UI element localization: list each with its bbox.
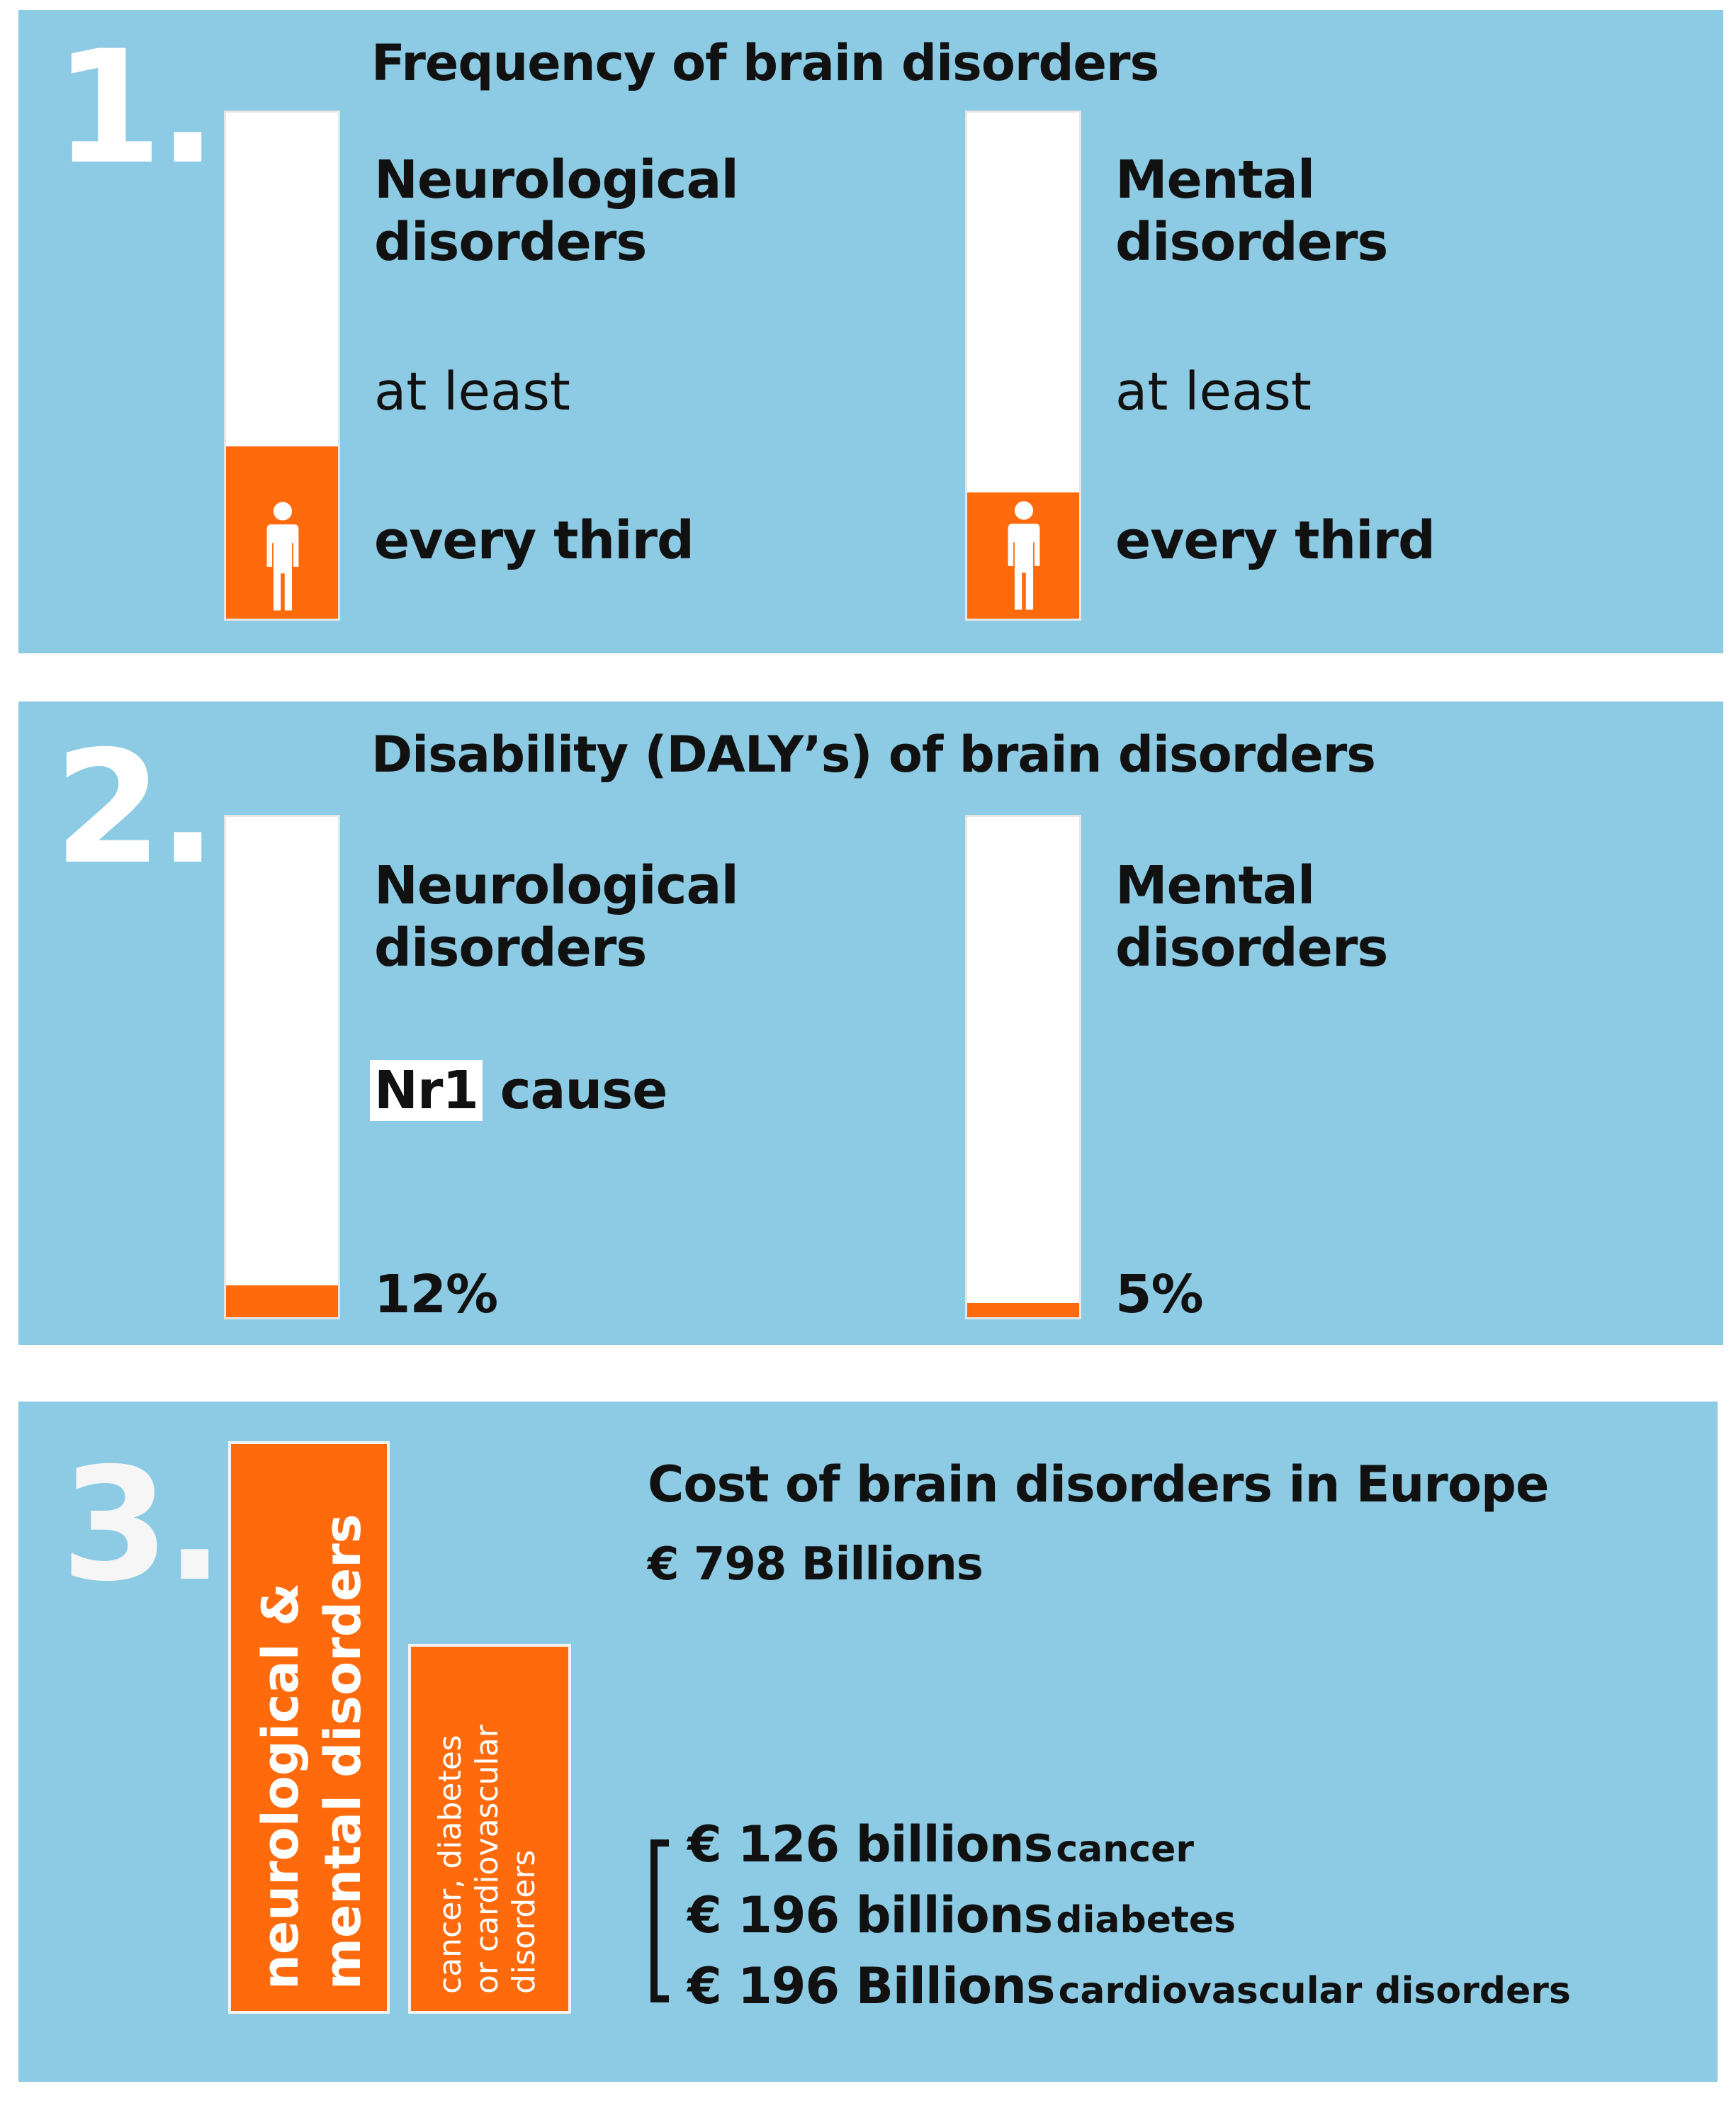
cost-label: diabetes bbox=[1056, 1899, 1236, 1941]
neurological-frequency-value: every third bbox=[374, 510, 694, 571]
neurological-daly-value: 12% bbox=[374, 1264, 498, 1325]
cost-title: Cost of brain disorders in Europe bbox=[648, 1455, 1550, 1514]
section-disability: 2. Disability (DALY’s) of brain disorder… bbox=[18, 701, 1723, 1345]
brain-disorders-cost-bar: neurological & mental disorders bbox=[231, 1444, 387, 2011]
mental-heading-line1: Mental bbox=[1115, 855, 1315, 916]
neurological-frequency-bar bbox=[224, 111, 340, 621]
nr1-suffix: cause bbox=[500, 1060, 668, 1121]
other-disorders-cost-bar: cancer, diabetes or cardiovascular disor… bbox=[411, 1647, 568, 2011]
mental-daly-fill bbox=[967, 1302, 1079, 1317]
mental-frequency-value: every third bbox=[1115, 510, 1436, 571]
brain-disorders-bar-label-line2: mental disorders bbox=[314, 1514, 372, 1990]
neurological-heading-line2: disorders bbox=[374, 212, 647, 273]
neurological-heading-line1: Neurological bbox=[374, 150, 739, 210]
nr1-badge: Nr1 bbox=[370, 1060, 483, 1121]
cost-line-cardiovascular: € 196 Billions cardiovascular disorders bbox=[687, 1961, 1571, 2011]
mental-heading-line2: disorders bbox=[1115, 918, 1388, 979]
cost-label: cancer bbox=[1056, 1828, 1195, 1871]
section-number: 2. bbox=[54, 717, 218, 898]
neurological-heading-line1: Neurological bbox=[374, 855, 739, 916]
person-icon bbox=[266, 502, 299, 611]
section-number: 3. bbox=[61, 1434, 225, 1616]
cost-label: cardiovascular disorders bbox=[1058, 1970, 1571, 2012]
neurological-heading-line2: disorders bbox=[374, 918, 647, 979]
neurological-daly-fill bbox=[226, 1285, 338, 1317]
other-disorders-bar-label-line2: or cardiovascular bbox=[469, 1725, 505, 1994]
nr1-cause-label: Nr1 cause bbox=[370, 1060, 667, 1121]
mental-daly-bar bbox=[965, 815, 1081, 1319]
cost-total: € 798 Billions bbox=[648, 1538, 983, 1591]
mental-qualifier: at least bbox=[1115, 361, 1312, 422]
cost-line-cancer: € 126 billions cancer bbox=[687, 1820, 1194, 1869]
cost-amount: € 126 billions bbox=[687, 1815, 1053, 1873]
brain-disorders-bar-label-line1: neurological & bbox=[252, 1582, 310, 1990]
section-title: Disability (DALY’s) of brain disorders bbox=[371, 726, 1376, 784]
cost-line-diabetes: € 196 billions diabetes bbox=[687, 1890, 1236, 1940]
neurological-qualifier: at least bbox=[374, 361, 570, 422]
section-number: 1. bbox=[54, 17, 218, 198]
mental-frequency-fill bbox=[967, 492, 1079, 619]
other-disorders-bar-label-line3: disorders bbox=[506, 1849, 542, 1994]
cost-amount: € 196 Billions bbox=[687, 1957, 1055, 2015]
mental-daly-value: 5% bbox=[1115, 1264, 1204, 1325]
neurological-daly-bar bbox=[224, 815, 340, 1319]
mental-heading-line1: Mental bbox=[1115, 150, 1315, 210]
section-title: Frequency of brain disorders bbox=[371, 34, 1159, 92]
neurological-frequency-fill bbox=[226, 446, 338, 619]
cost-amount: € 196 billions bbox=[687, 1886, 1053, 1944]
mental-heading-line2: disorders bbox=[1115, 212, 1388, 273]
section-cost: 3. neurological & mental disorders cance… bbox=[18, 1402, 1718, 2082]
other-disorders-bar-label-line1: cancer, diabetes bbox=[432, 1735, 468, 1994]
cost-breakdown-bracket bbox=[650, 1839, 669, 2002]
mental-frequency-bar bbox=[965, 111, 1081, 621]
person-icon bbox=[1008, 500, 1040, 609]
section-frequency: 1. Frequency of brain disorders Neurolog… bbox=[18, 10, 1723, 653]
